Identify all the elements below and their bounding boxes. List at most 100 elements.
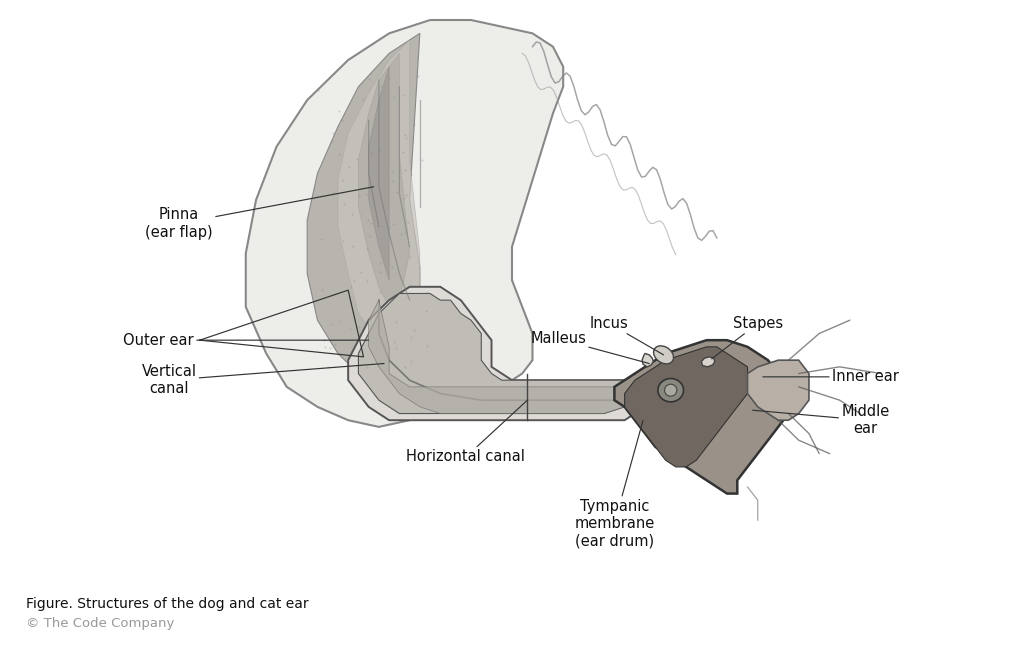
Polygon shape: [307, 33, 420, 380]
Point: [342, 324, 358, 335]
Point: [394, 89, 411, 100]
Polygon shape: [625, 347, 748, 467]
Text: Malleus: Malleus: [530, 331, 649, 364]
Point: [310, 84, 327, 95]
Point: [414, 155, 430, 165]
Point: [384, 261, 400, 272]
Text: Figure. Structures of the dog and cat ear: Figure. Structures of the dog and cat ea…: [26, 597, 308, 610]
Point: [406, 119, 422, 129]
Polygon shape: [358, 53, 410, 307]
Point: [359, 275, 376, 286]
Point: [397, 362, 414, 372]
Point: [372, 145, 388, 156]
Point: [388, 317, 404, 327]
Point: [353, 267, 370, 277]
Polygon shape: [701, 357, 715, 367]
Point: [314, 285, 331, 295]
Point: [372, 257, 388, 268]
Point: [323, 343, 339, 354]
Polygon shape: [369, 300, 635, 414]
Text: Middle
ear: Middle ear: [753, 404, 890, 436]
Point: [395, 147, 412, 157]
Point: [398, 190, 415, 201]
Text: Tympanic
membrane
(ear drum): Tympanic membrane (ear drum): [574, 420, 654, 548]
Point: [344, 241, 360, 251]
Point: [325, 128, 341, 139]
Point: [351, 321, 368, 332]
Point: [384, 166, 400, 177]
Polygon shape: [358, 293, 635, 414]
Polygon shape: [642, 354, 653, 367]
Point: [341, 162, 357, 173]
Point: [349, 153, 366, 164]
Point: [410, 71, 426, 81]
Point: [362, 314, 379, 325]
Point: [396, 164, 413, 175]
Point: [402, 332, 419, 343]
Point: [351, 191, 368, 201]
Point: [331, 148, 347, 159]
Point: [334, 115, 350, 125]
Point: [395, 193, 412, 203]
Point: [397, 129, 414, 140]
Point: [324, 135, 340, 146]
Point: [324, 319, 340, 329]
Point: [393, 228, 410, 239]
Point: [372, 286, 388, 297]
Point: [402, 251, 419, 262]
Point: [406, 325, 422, 336]
Point: [346, 274, 362, 285]
Text: Horizontal canal: Horizontal canal: [407, 400, 527, 464]
Point: [400, 217, 417, 227]
Point: [374, 220, 390, 231]
Point: [336, 198, 352, 209]
Text: Pinna
(ear flap): Pinna (ear flap): [145, 187, 374, 239]
Point: [385, 219, 401, 229]
Ellipse shape: [665, 384, 677, 396]
Point: [386, 336, 402, 347]
Ellipse shape: [653, 346, 674, 364]
Polygon shape: [338, 40, 420, 354]
Point: [343, 208, 359, 219]
Point: [373, 81, 389, 91]
Point: [315, 335, 332, 346]
Point: [385, 175, 401, 186]
Polygon shape: [748, 360, 809, 420]
Point: [331, 105, 347, 116]
Point: [403, 356, 420, 366]
Point: [360, 215, 377, 225]
Polygon shape: [246, 20, 563, 427]
Point: [373, 266, 389, 277]
Ellipse shape: [658, 379, 684, 402]
Point: [358, 189, 375, 199]
Point: [362, 147, 379, 158]
Point: [418, 306, 434, 317]
Point: [397, 227, 414, 237]
Point: [335, 175, 351, 185]
Polygon shape: [614, 340, 788, 494]
Point: [358, 243, 375, 254]
Point: [419, 287, 435, 297]
Text: Vertical
canal: Vertical canal: [141, 364, 384, 396]
Point: [332, 316, 348, 327]
Point: [312, 233, 329, 244]
Point: [355, 93, 372, 104]
Point: [327, 339, 343, 350]
Polygon shape: [348, 287, 645, 420]
Point: [361, 230, 378, 241]
Point: [419, 341, 435, 352]
Point: [397, 132, 414, 143]
Point: [316, 342, 333, 352]
Text: Outer ear: Outer ear: [124, 333, 369, 348]
Text: © The Code Company: © The Code Company: [26, 617, 174, 630]
Text: Inner ear: Inner ear: [763, 370, 899, 384]
Point: [342, 282, 358, 293]
Point: [386, 91, 402, 102]
Point: [380, 73, 396, 84]
Point: [360, 74, 377, 85]
Point: [403, 169, 420, 179]
Point: [358, 362, 375, 372]
Point: [388, 342, 404, 353]
Point: [382, 231, 398, 242]
Point: [381, 223, 397, 233]
